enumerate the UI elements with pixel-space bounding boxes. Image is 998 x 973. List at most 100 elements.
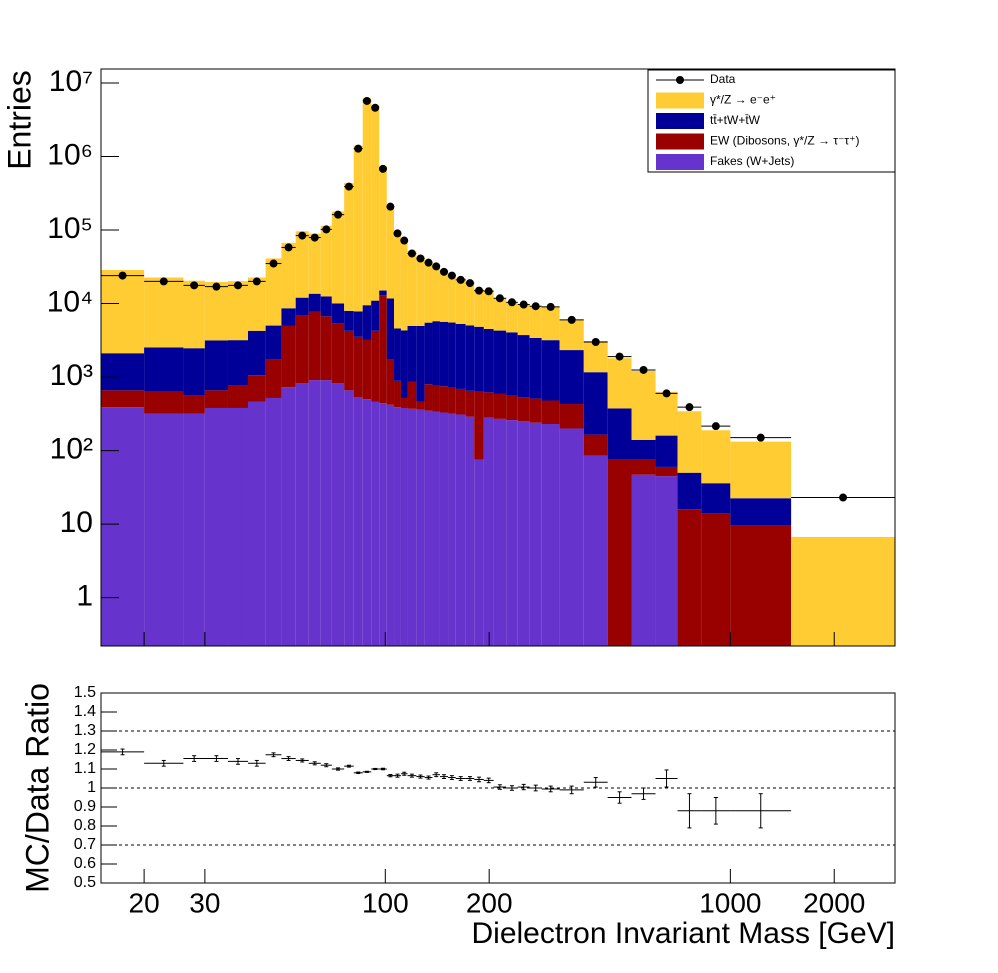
histogram-bar xyxy=(295,383,309,646)
x-tick-label: 1000 xyxy=(699,887,761,918)
histogram-bar xyxy=(677,472,702,510)
histogram-bar xyxy=(362,339,372,400)
histogram-bar xyxy=(493,298,507,331)
y-tick-label: 1 xyxy=(76,580,93,613)
ratio-point xyxy=(439,774,449,779)
legend-label: EW (Dibosons, γ*/Z → τ⁻τ⁺) xyxy=(710,134,860,148)
histogram-bar xyxy=(295,315,309,384)
x-tick-label: 200 xyxy=(466,887,513,918)
histogram-bar xyxy=(247,375,266,402)
histogram-bar xyxy=(362,399,372,646)
histogram-bar xyxy=(344,310,354,331)
data-point xyxy=(233,281,242,290)
data-point xyxy=(439,267,448,276)
histogram-bar xyxy=(424,322,433,385)
ratio-y-tick-label: 0.7 xyxy=(74,836,96,853)
histogram-bar xyxy=(541,307,560,341)
histogram-bar xyxy=(701,513,731,646)
histogram-bar xyxy=(247,330,266,376)
histogram-bar xyxy=(308,311,321,381)
x-tick-label: 2000 xyxy=(803,887,865,918)
legend-swatch xyxy=(656,133,704,150)
histogram-bar xyxy=(465,325,475,391)
ratio-y-tick-label: 1.4 xyxy=(74,703,96,720)
legend-label: Data xyxy=(710,72,736,86)
data-point xyxy=(639,365,648,374)
legend-label: Fakes (W+Jets) xyxy=(710,154,794,168)
histogram-bar xyxy=(730,498,792,526)
histogram-bar xyxy=(655,435,678,467)
histogram-bar xyxy=(386,298,395,360)
histogram-bar xyxy=(183,395,205,414)
data-point xyxy=(662,389,671,398)
histogram-bar xyxy=(529,337,542,399)
ratio-y-tick-label: 1.1 xyxy=(74,760,96,777)
ratio-point xyxy=(308,761,321,766)
ratio-point xyxy=(394,773,401,778)
histogram-bar xyxy=(448,322,456,388)
histogram-bar xyxy=(394,328,401,381)
ratio-point xyxy=(204,755,228,762)
ratio-y-tick-label: 0.9 xyxy=(74,798,96,815)
histogram-bar xyxy=(607,358,632,409)
histogram-bar xyxy=(432,411,440,646)
data-point xyxy=(334,210,343,219)
histogram-bar xyxy=(227,281,248,341)
histogram-bar xyxy=(448,273,456,323)
data-point xyxy=(839,493,848,502)
histogram-bar xyxy=(320,316,332,381)
histogram-bar xyxy=(265,359,282,398)
ratio-y-tick-label: 1.3 xyxy=(74,722,96,739)
histogram-bar xyxy=(400,407,408,646)
histogram-bar xyxy=(465,416,475,646)
histogram-bar xyxy=(529,306,542,338)
ratio-point xyxy=(559,785,584,795)
histogram-bar xyxy=(281,308,296,326)
legend-swatch xyxy=(656,113,704,129)
histogram-bar xyxy=(400,330,408,398)
histogram-bar xyxy=(331,303,345,324)
y-tick-label: 10² xyxy=(50,433,93,466)
histogram-bar xyxy=(432,264,440,322)
histogram-bar xyxy=(281,325,296,388)
data-point xyxy=(519,300,528,309)
histogram-bar xyxy=(400,397,408,408)
histogram-bar xyxy=(474,391,484,460)
ratio-point xyxy=(281,756,296,761)
ratio-y-tick-label: 1.2 xyxy=(74,741,96,758)
ratio-point xyxy=(483,777,494,784)
histogram-bar xyxy=(394,407,401,646)
histogram-bar xyxy=(465,390,475,417)
data-point xyxy=(362,96,371,105)
histogram-bar xyxy=(353,146,363,312)
histogram-bar xyxy=(101,353,145,391)
data-point xyxy=(475,286,484,295)
data-point xyxy=(371,103,380,112)
histogram-bar xyxy=(265,397,282,646)
histogram-bar xyxy=(379,165,387,291)
histogram-bar xyxy=(448,387,456,414)
histogram-bar xyxy=(265,325,282,360)
ratio-point xyxy=(493,784,507,790)
histogram-bar xyxy=(308,233,321,294)
ratio-point xyxy=(730,793,792,829)
data-point xyxy=(567,315,576,324)
histogram-bar xyxy=(541,340,560,401)
ratio-point xyxy=(701,797,731,825)
data-point xyxy=(465,279,474,288)
histogram-bar xyxy=(506,395,518,421)
histogram-bar xyxy=(506,332,518,396)
data-point xyxy=(212,282,221,291)
histogram-bar xyxy=(483,290,494,329)
histogram-bar xyxy=(559,350,584,405)
histogram-bar xyxy=(631,459,656,475)
x-axis-title: Dielectron Invariant Mass [GeV] xyxy=(471,917,895,950)
ratio-point xyxy=(144,759,184,767)
histogram-bar xyxy=(517,397,530,422)
histogram-bar xyxy=(432,385,440,412)
ratio-point xyxy=(407,773,417,778)
histogram-bar xyxy=(144,277,184,348)
histogram-bar xyxy=(517,304,530,336)
data-point xyxy=(344,182,353,191)
